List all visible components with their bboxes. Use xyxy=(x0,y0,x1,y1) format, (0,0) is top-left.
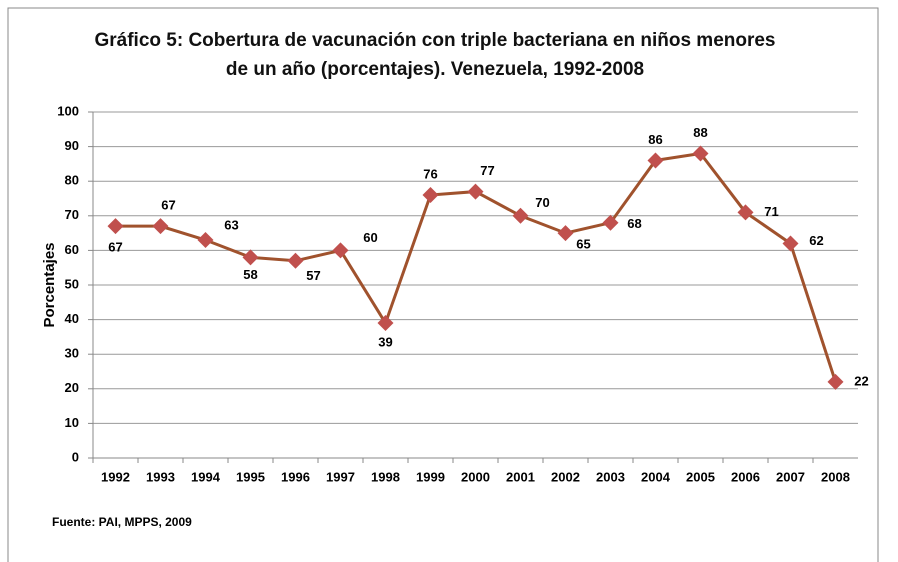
x-tick-label: 2007 xyxy=(776,469,805,484)
x-tick-label: 1996 xyxy=(281,469,310,484)
chart-title: Gráfico 5: Cobertura de vacunación con t… xyxy=(94,30,776,80)
marker xyxy=(557,225,574,242)
y-axis-label: Porcentajes xyxy=(41,242,58,327)
data-label: 57 xyxy=(306,268,320,283)
x-tick-label: 1999 xyxy=(416,469,445,484)
marker xyxy=(332,242,349,259)
data-label: 88 xyxy=(693,125,707,140)
x-tick-label: 1993 xyxy=(146,469,175,484)
marker xyxy=(827,373,844,390)
marker xyxy=(422,187,439,204)
marker xyxy=(467,183,484,200)
data-label: 67 xyxy=(161,198,175,213)
marker xyxy=(782,235,799,252)
data-label: 86 xyxy=(648,132,662,147)
marker xyxy=(512,207,529,224)
y-tick-label: 80 xyxy=(65,173,79,188)
x-tick-label: 1997 xyxy=(326,469,355,484)
x-tick-label: 2003 xyxy=(596,469,625,484)
x-tick-label: 2002 xyxy=(551,469,580,484)
data-label: 65 xyxy=(576,237,590,252)
data-label: 62 xyxy=(809,233,823,248)
marker xyxy=(107,218,124,235)
data-label: 70 xyxy=(535,195,549,210)
x-tick-label: 2001 xyxy=(506,469,535,484)
data-label: 60 xyxy=(363,230,377,245)
marker xyxy=(287,252,304,269)
marker xyxy=(737,204,754,221)
data-label: 77 xyxy=(480,163,494,178)
data-label: 71 xyxy=(764,204,778,219)
y-tick-label: 70 xyxy=(65,207,79,222)
x-tick-label: 1992 xyxy=(101,469,130,484)
x-tick-label: 1998 xyxy=(371,469,400,484)
marker xyxy=(377,315,394,332)
data-label: 68 xyxy=(627,216,641,231)
data-label: 22 xyxy=(854,373,868,388)
data-label: 39 xyxy=(378,334,392,349)
marker xyxy=(602,214,619,231)
y-tick-label: 10 xyxy=(65,415,79,430)
marker xyxy=(197,232,214,249)
y-tick-label: 0 xyxy=(72,449,79,464)
x-tick-label: 2008 xyxy=(821,469,850,484)
y-tick-label: 50 xyxy=(65,276,79,291)
y-tick-label: 40 xyxy=(65,311,79,326)
data-label: 76 xyxy=(423,166,437,181)
x-tick-label: 1995 xyxy=(236,469,265,484)
data-label: 67 xyxy=(108,240,122,255)
y-tick-label: 90 xyxy=(65,138,79,153)
marker xyxy=(692,145,709,162)
x-tick-label: 1994 xyxy=(191,469,221,484)
marker xyxy=(242,249,259,266)
x-tick-label: 2004 xyxy=(641,469,671,484)
x-tick-label: 2005 xyxy=(686,469,715,484)
y-tick-label: 30 xyxy=(65,346,79,361)
data-label: 58 xyxy=(243,267,257,282)
data-label: 63 xyxy=(224,217,238,232)
y-tick-label: 100 xyxy=(57,103,79,118)
y-tick-label: 20 xyxy=(65,380,79,395)
y-tick-label: 60 xyxy=(65,242,79,257)
source-note: Fuente: PAI, MPPS, 2009 xyxy=(52,515,192,529)
frame xyxy=(7,7,879,562)
marker xyxy=(152,218,169,235)
marker xyxy=(647,152,664,169)
x-tick-label: 2000 xyxy=(461,469,490,484)
x-tick-label: 2006 xyxy=(731,469,760,484)
